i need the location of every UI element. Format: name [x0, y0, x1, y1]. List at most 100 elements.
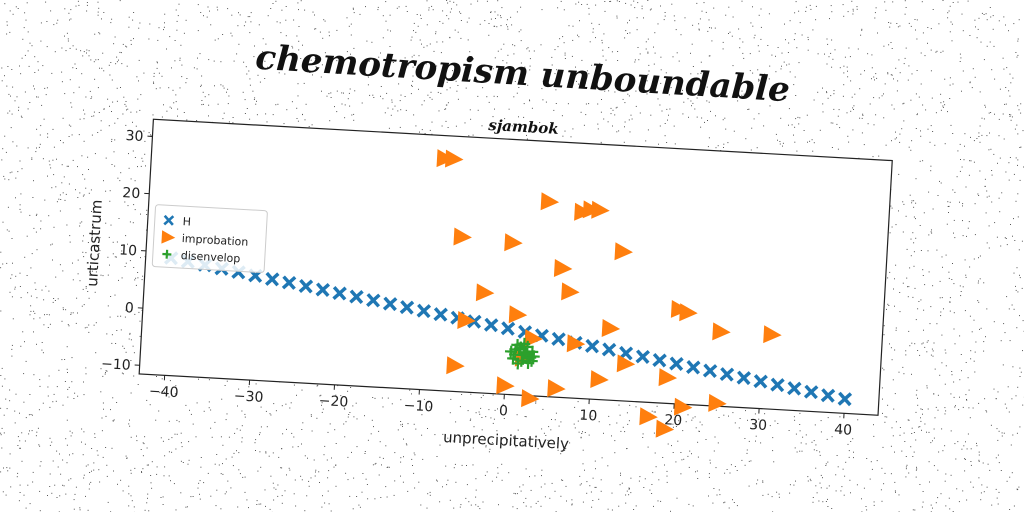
noise-speck [134, 209, 136, 211]
noise-speck [724, 472, 726, 474]
noise-speck [356, 418, 358, 420]
noise-speck [516, 414, 518, 416]
noise-speck [974, 371, 976, 373]
noise-speck [248, 386, 250, 388]
noise-speck [830, 122, 832, 124]
noise-speck [541, 88, 543, 90]
noise-speck [1004, 103, 1006, 105]
noise-speck [733, 97, 734, 98]
noise-speck [171, 437, 173, 439]
noise-speck [279, 22, 281, 24]
noise-speck [647, 38, 649, 40]
noise-speck [754, 413, 756, 415]
noise-speck [959, 285, 961, 287]
noise-speck [771, 54, 773, 56]
noise-speck [433, 50, 435, 52]
noise-speck [690, 100, 692, 102]
noise-speck [799, 412, 801, 414]
noise-speck [175, 385, 177, 387]
noise-speck [82, 240, 84, 242]
noise-speck [820, 420, 822, 422]
noise-speck [820, 431, 822, 433]
noise-speck [932, 440, 933, 442]
noise-speck [902, 103, 904, 105]
noise-speck [82, 454, 84, 456]
noise-speck [328, 31, 330, 33]
noise-speck [216, 6, 218, 8]
noise-speck [880, 489, 882, 491]
noise-speck [899, 292, 901, 293]
noise-speck [757, 45, 759, 47]
noise-speck [970, 481, 972, 483]
noise-speck [599, 62, 601, 64]
noise-speck [595, 4, 597, 6]
noise-speck [111, 447, 113, 449]
noise-speck [107, 256, 109, 258]
noise-speck [58, 198, 60, 200]
noise-speck [852, 129, 854, 131]
noise-speck [615, 107, 617, 109]
noise-speck [960, 354, 962, 355]
noise-speck [723, 143, 725, 145]
noise-speck [883, 117, 885, 119]
noise-speck [386, 92, 388, 94]
noise-speck [411, 393, 412, 395]
noise-speck [635, 90, 637, 92]
noise-speck [1019, 179, 1021, 181]
noise-speck [85, 252, 87, 254]
noise-speck [241, 437, 243, 439]
noise-speck [2, 221, 4, 223]
noise-speck [111, 334, 113, 336]
noise-speck [889, 26, 891, 28]
noise-speck [275, 410, 277, 412]
noise-speck [38, 146, 40, 148]
noise-speck [1009, 476, 1011, 478]
noise-speck [545, 101, 547, 103]
noise-speck [350, 387, 352, 388]
noise-speck [903, 120, 905, 122]
noise-speck [851, 0, 853, 2]
noise-speck [788, 124, 789, 126]
noise-speck [937, 469, 939, 471]
noise-speck [507, 54, 509, 56]
noise-speck [939, 374, 941, 376]
noise-speck [233, 60, 235, 62]
noise-speck [985, 13, 987, 15]
noise-speck [432, 9, 434, 11]
noise-speck [668, 94, 670, 96]
noise-speck [303, 82, 305, 84]
noise-speck [807, 36, 809, 38]
noise-speck [955, 405, 956, 407]
noise-speck [427, 94, 429, 96]
noise-speck [89, 90, 91, 92]
noise-speck [956, 176, 958, 178]
noise-speck [778, 496, 780, 498]
noise-speck [985, 336, 986, 338]
noise-speck [819, 454, 821, 456]
noise-speck [1002, 364, 1004, 366]
noise-speck [535, 402, 537, 404]
noise-speck [8, 93, 10, 95]
noise-speck [729, 472, 731, 474]
noise-speck [423, 100, 425, 102]
noise-speck [135, 277, 137, 279]
noise-speck [853, 109, 854, 110]
noise-speck [98, 7, 100, 9]
noise-speck [398, 83, 400, 85]
noise-speck [563, 42, 565, 44]
noise-speck [625, 2, 627, 4]
noise-speck [447, 102, 449, 104]
noise-speck [618, 130, 620, 132]
noise-speck [564, 450, 566, 451]
noise-speck [49, 486, 51, 487]
noise-speck [968, 174, 970, 176]
noise-speck [905, 354, 907, 356]
noise-speck [794, 419, 796, 421]
noise-speck [3, 175, 5, 177]
noise-speck [402, 425, 403, 427]
noise-speck [319, 482, 320, 483]
noise-speck [386, 496, 388, 498]
noise-speck [910, 149, 912, 151]
noise-speck [530, 129, 532, 131]
noise-speck [1018, 249, 1020, 251]
